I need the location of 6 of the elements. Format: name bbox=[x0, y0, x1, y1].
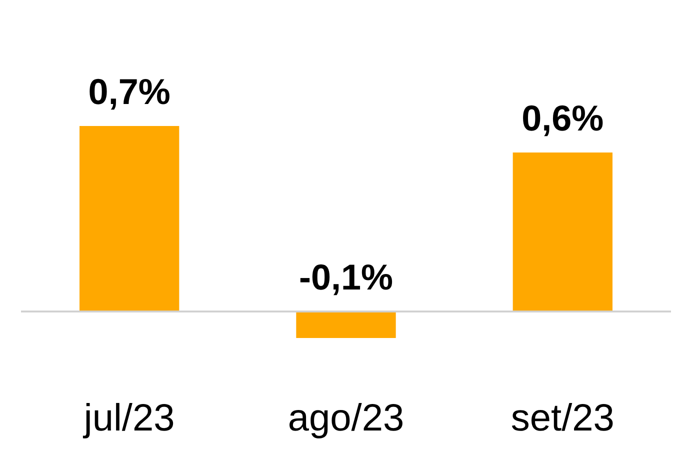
x-tick-label: set/23 bbox=[510, 398, 614, 440]
x-tick-label: jul/23 bbox=[82, 398, 175, 440]
data-label: 0,6% bbox=[522, 98, 604, 138]
data-label: -0,1% bbox=[298, 256, 394, 298]
x-tick-label: ago/23 bbox=[288, 398, 404, 440]
data-label: 0,7% bbox=[88, 71, 170, 112]
